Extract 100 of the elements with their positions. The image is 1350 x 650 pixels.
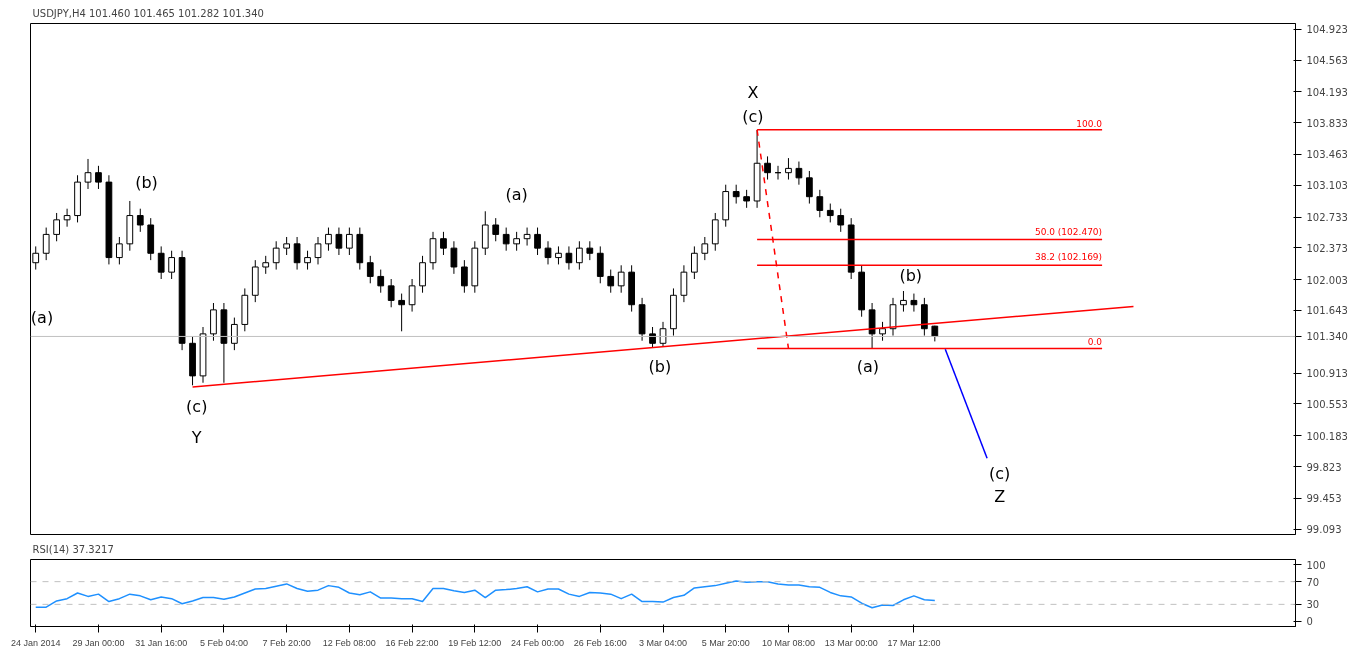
annotation: Z [994,487,1006,507]
x-tick-label: 24 Feb 00:00 [511,637,565,648]
candlestick [575,240,583,271]
annotation: X [747,83,759,103]
series-label: 50.0 (102.470) [1034,226,1103,237]
candlestick [805,170,813,205]
y-tick-label: 100.183 [1306,430,1348,442]
candlestick [136,208,144,233]
y-tick-label: 0 [1306,616,1313,628]
candlestick [157,245,165,280]
candlestick [95,165,102,190]
candlestick [168,250,176,280]
candlestick [366,255,374,284]
candlestick [534,227,541,256]
y-tick-label: 102.003 [1306,274,1348,286]
candlestick [325,227,332,252]
candlestick [272,240,280,271]
annotation: (c) [742,106,764,126]
candlestick [607,269,615,294]
candlestick [460,259,468,294]
candlestick [230,317,238,351]
y-tick-label: 30 [1306,599,1320,611]
y-tick-label: 102.733 [1306,212,1348,224]
candlestick [900,290,907,313]
candlestick [502,227,510,252]
candlestick [732,184,740,205]
candlestick [701,236,709,261]
x-tick-label: 17 Mar 12:00 [887,637,941,648]
candlestick [910,293,918,313]
x-tick-label: 5 Mar 20:00 [701,637,750,648]
y-tick-label: 100 [1306,559,1326,571]
candlestick [419,255,426,294]
candlestick [345,227,353,256]
x-tick-label: 5 Feb 04:00 [199,637,248,648]
candlestick [544,240,552,265]
x-tick-label: 16 Feb 22:00 [385,637,439,648]
candlestick [680,264,688,303]
candlestick [743,189,751,209]
chart-title: USDJPY,H4 101.460 101.465 101.282 101.340 [32,7,264,19]
candlestick [690,245,698,280]
candlestick [262,255,270,275]
candlestick [826,203,834,223]
y-tick-label: 103.833 [1306,117,1348,129]
x-tick-label: 3 Mar 04:00 [638,637,688,648]
candlestick [63,208,71,228]
y-tick-label: 70 [1306,576,1320,588]
y-tick-label: 103.103 [1306,180,1348,192]
y-tick-label: 101.643 [1306,305,1348,317]
x-tick-label: 7 Feb 20:00 [262,637,311,648]
chart-title: RSI(14) 37.3217 [32,543,114,555]
candlestick [785,157,792,181]
candlestick [649,326,656,349]
candlestick [879,321,886,342]
x-tick-label: 24 Jan 2014 [10,637,61,648]
candlestick [450,240,458,275]
y-tick-label: 104.193 [1306,86,1348,98]
candlestick [398,293,406,332]
candlestick [283,236,291,256]
candlestick [795,161,803,186]
x-tick-label: 12 Feb 08:00 [322,637,376,648]
candlestick [42,227,50,261]
candlestick [293,236,301,271]
x-tick-label: 26 Feb 16:00 [573,637,627,648]
candlestick [555,245,562,265]
y-tick-label: 99.453 [1306,493,1342,505]
x-tick-label: 10 Mar 08:00 [761,637,815,648]
candlestick [335,227,343,256]
candlestick [210,302,217,342]
candlestick [764,155,771,181]
annotation: (b) [648,356,672,376]
x-tick-label: 19 Feb 12:00 [448,637,502,648]
candlestick [387,278,395,308]
candlestick [304,250,311,271]
candlestick [377,269,385,294]
annotation: (a) [30,308,54,328]
x-tick-label: 13 Mar 00:00 [824,637,878,648]
ref-line-label: 101.340 [1306,331,1348,343]
candlestick [565,245,573,271]
candlestick [115,236,123,265]
y-tick-label: 100.913 [1306,368,1348,380]
y-tick-label: 103.463 [1306,149,1348,161]
annotation: (a) [505,185,528,205]
candlestick [440,231,447,256]
candlestick [586,240,594,261]
candlestick [84,158,92,190]
y-tick-label: 99.823 [1306,461,1342,473]
series-label: 0.0 [1087,337,1103,348]
series-label: 38.2 (102.169) [1034,252,1103,263]
candlestick [481,210,489,256]
candlestick [408,278,416,313]
annotation: (b) [135,172,158,192]
x-tick-label: 29 Jan 00:00 [72,637,125,648]
candlestick [868,302,876,349]
series-label: 100.0 [1076,118,1103,129]
y-tick-label: 104.923 [1306,24,1348,36]
annotation: (c) [989,464,1011,484]
y-tick-label: 100.553 [1306,398,1348,410]
candlestick [314,236,322,265]
x-tick-label: 31 Jan 16:00 [135,637,188,648]
line-series [34,580,936,609]
